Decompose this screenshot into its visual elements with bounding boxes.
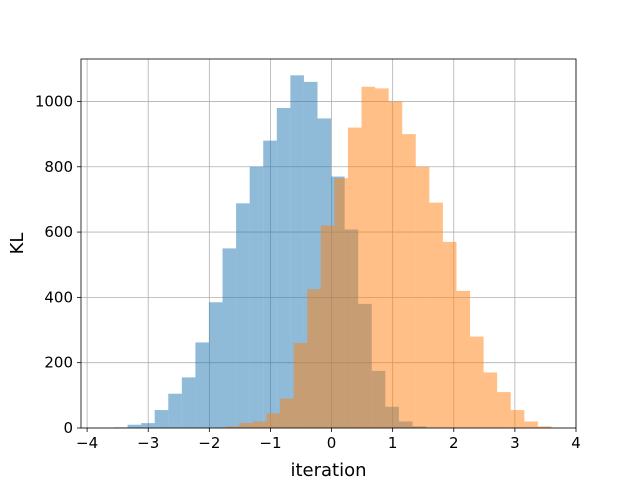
histogram-bar <box>280 398 294 428</box>
histogram-bar <box>290 75 304 429</box>
histogram-bar <box>293 343 308 428</box>
histogram-bar <box>402 134 416 428</box>
histogram-bar <box>239 423 253 428</box>
x-tick-label: −2 <box>198 434 220 452</box>
histogram-bar <box>252 421 267 428</box>
histogram-bar <box>320 225 335 428</box>
histogram-bar <box>195 342 209 428</box>
histogram-bar <box>276 107 291 428</box>
histogram-bar <box>263 140 277 429</box>
histogram-bar <box>266 413 281 428</box>
histogram-bar <box>236 203 250 428</box>
y-tick-label: 0 <box>63 419 73 437</box>
histogram-bar <box>249 166 264 429</box>
y-tick-label: 800 <box>44 158 73 176</box>
histogram-bar <box>429 202 443 428</box>
histogram-bar <box>334 178 348 428</box>
x-tick-label: −3 <box>137 434 159 452</box>
y-tick-label: 200 <box>44 354 73 372</box>
x-tick-label: 0 <box>327 434 337 452</box>
histogram-bar <box>470 336 484 428</box>
x-tick-label: −4 <box>76 434 98 452</box>
x-tick-label: −1 <box>259 434 281 452</box>
histogram-bar <box>524 421 538 428</box>
histogram-bar <box>375 88 389 429</box>
histogram-series-2 <box>225 86 552 429</box>
x-tick-label: 1 <box>388 434 398 452</box>
y-tick-label: 400 <box>44 288 73 306</box>
histogram-bars <box>114 75 552 429</box>
histogram-bar <box>181 377 196 428</box>
histogram-bar <box>168 393 182 428</box>
histogram-bar <box>388 101 403 428</box>
x-tick-label: 4 <box>571 434 581 452</box>
x-tick-label: 2 <box>449 434 459 452</box>
histogram-bar <box>225 426 240 428</box>
histogram-bar <box>497 392 511 428</box>
histogram-bar <box>141 423 155 428</box>
histogram-bar <box>154 410 169 428</box>
y-tick-label: 1000 <box>35 92 73 110</box>
histogram-bar <box>510 410 525 428</box>
histogram-bar <box>415 166 430 429</box>
histogram-bar <box>483 372 498 428</box>
histogram-bar <box>361 86 376 428</box>
histogram-bar <box>537 426 552 428</box>
plot-frame <box>80 58 577 429</box>
histogram-bar <box>127 424 142 428</box>
histogram-bar <box>347 127 362 428</box>
histogram-bar <box>442 241 457 428</box>
histogram-bar <box>456 290 471 428</box>
histogram-bar <box>208 302 223 428</box>
histogram-bar <box>307 289 321 428</box>
axis-ticks: −4 −3 −2 −1 0 1 2 3 4 0 200 400 600 800 1000 <box>35 92 581 452</box>
x-tick-label: 3 <box>510 434 520 452</box>
histogram-bar <box>222 248 237 428</box>
x-axis-label: iteration <box>290 460 366 480</box>
y-axis-label: KL <box>7 233 28 255</box>
y-tick-label: 600 <box>44 223 73 241</box>
